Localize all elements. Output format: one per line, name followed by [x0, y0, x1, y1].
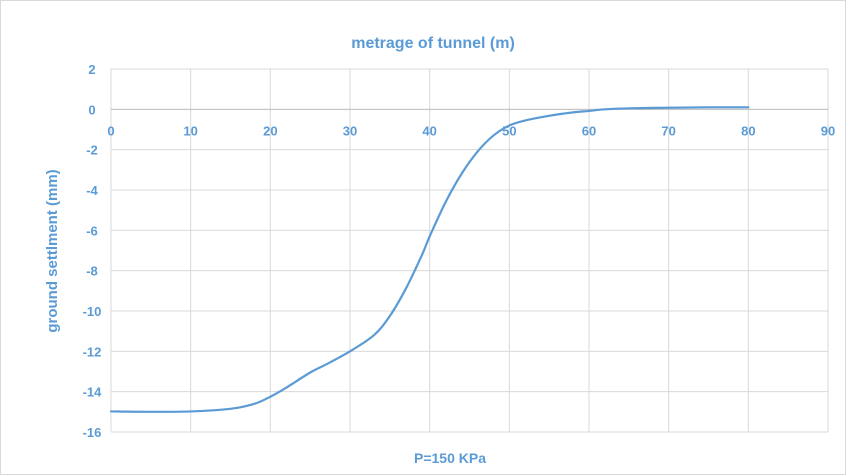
- y-tick-label: -2: [86, 143, 98, 158]
- y-tick-label: -14: [83, 385, 103, 400]
- x-tick-label: 90: [821, 123, 835, 138]
- chart-title: metrage of tunnel (m): [351, 35, 515, 52]
- x-tick-labels: 0 10 20 30 40 50 60 70 80 90: [107, 123, 835, 138]
- y-tick-label: -6: [86, 223, 98, 238]
- y-tick-label: -16: [83, 425, 102, 440]
- x-tick-label: 70: [661, 123, 675, 138]
- x-tick-label: 20: [263, 123, 277, 138]
- y-tick-label: -10: [83, 304, 102, 319]
- x-tick-label: 0: [107, 123, 114, 138]
- chart-footer: P=150 KPa: [414, 450, 486, 466]
- x-tick-label: 60: [582, 123, 596, 138]
- y-tick-label: -4: [86, 183, 98, 198]
- x-tick-label: 40: [422, 123, 436, 138]
- y-tick-label: 0: [88, 102, 95, 117]
- x-tick-label: 80: [741, 123, 755, 138]
- x-tick-label: 30: [343, 123, 357, 138]
- y-tick-labels: 2 0 -2 -4 -6 -8 -10 -12 -14 -16: [83, 62, 103, 440]
- series-layer: [109, 106, 750, 413]
- y-tick-label: 2: [88, 62, 95, 77]
- settlement-series-line: [109, 106, 750, 413]
- y-tick-label: -8: [86, 264, 98, 279]
- grid-lines: [110, 68, 829, 433]
- y-tick-label: -12: [83, 344, 102, 359]
- x-tick-label: 10: [183, 123, 197, 138]
- y-axis-title: ground settlment (mm): [44, 169, 61, 332]
